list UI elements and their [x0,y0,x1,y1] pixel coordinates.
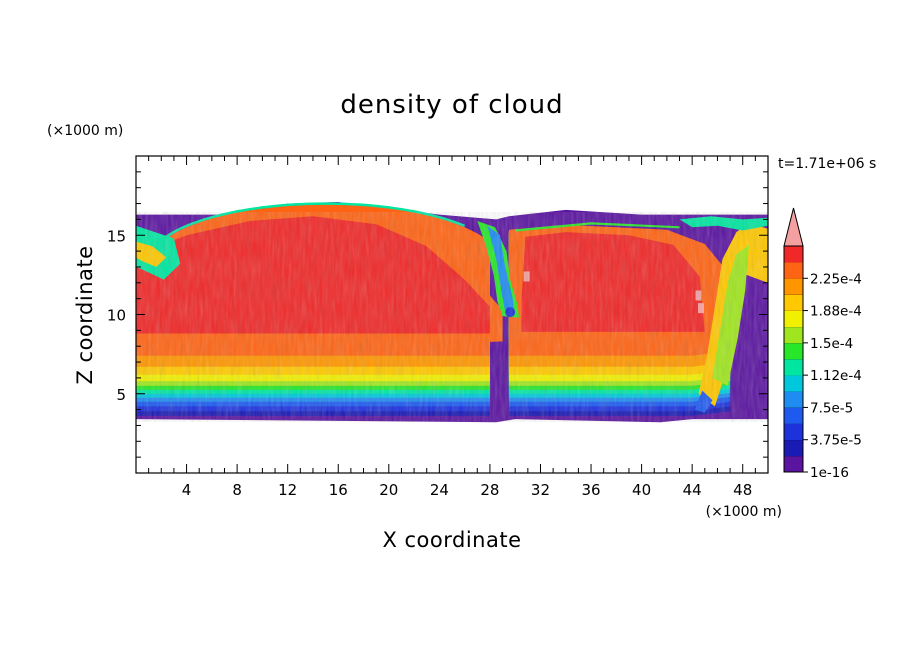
time-label: t=1.71e+06 s [778,156,876,172]
colorbar-swatch [784,455,803,473]
colorbar-swatch [784,342,803,360]
x-axis-ticks: 4 8 12 16 20 24 28 32 36 40 44 48 [135,156,769,499]
colorbar-swatch [784,407,803,424]
x-axis-label: X coordinate [382,528,521,552]
x-tick-label: 28 [480,481,499,499]
x-tick-label: 4 [182,481,192,499]
x-tick-label: 16 [329,481,348,499]
colorbar-label: 1.88e-4 [810,304,862,320]
chart-title: density of cloud [340,90,563,120]
colorbar-swatch [784,262,803,279]
x-tick-label: 48 [733,481,752,499]
x-axis-unit: (×1000 m) [706,504,782,520]
x-tick-label: 36 [581,481,600,499]
y-axis-ticks: 5 10 15 [107,155,768,474]
colorbar-extend-arrow [783,207,804,247]
y-tick-label: 10 [107,307,126,325]
colorbar-swatch [784,439,803,457]
colorbar-swatch [784,326,803,344]
colorbar-label: 7.5e-5 [810,400,853,416]
colorbar-label: 1e-16 [810,465,849,481]
x-tick-label: 20 [379,481,398,499]
colorbar-label: 1.5e-4 [810,336,853,352]
y-axis-unit: (×1000 m) [47,123,123,139]
colorbar-swatch [784,310,803,328]
x-tick-label: 32 [531,481,550,499]
x-tick-label: 12 [278,481,297,499]
y-tick-label: 15 [107,227,126,245]
colorbar: 2.25e-4 1.88e-4 1.5e-4 1.12e-4 7.5e-5 3.75e-5… [783,207,862,481]
colorbar-swatch [784,246,803,263]
x-tick-label: 8 [232,481,242,499]
x-tick-label: 24 [430,481,449,499]
colorbar-swatch [784,391,803,408]
colorbar-label: 3.75e-5 [810,433,862,449]
colorbar-label: 2.25e-4 [810,271,862,287]
colorbar-swatch [784,278,803,295]
y-tick-label: 5 [116,386,126,404]
field-texture [136,212,768,422]
y-axis-label: Z coordinate [73,245,97,384]
colorbar-frame [783,245,804,473]
colorbar-swatch [784,359,803,376]
colorbar-swatch [784,375,803,392]
colorbar-label: 1.12e-4 [810,368,862,384]
colorbar-swatch [784,294,803,311]
x-tick-label: 40 [632,481,651,499]
colorbar-swatch [784,423,803,441]
x-tick-label: 44 [683,481,702,499]
